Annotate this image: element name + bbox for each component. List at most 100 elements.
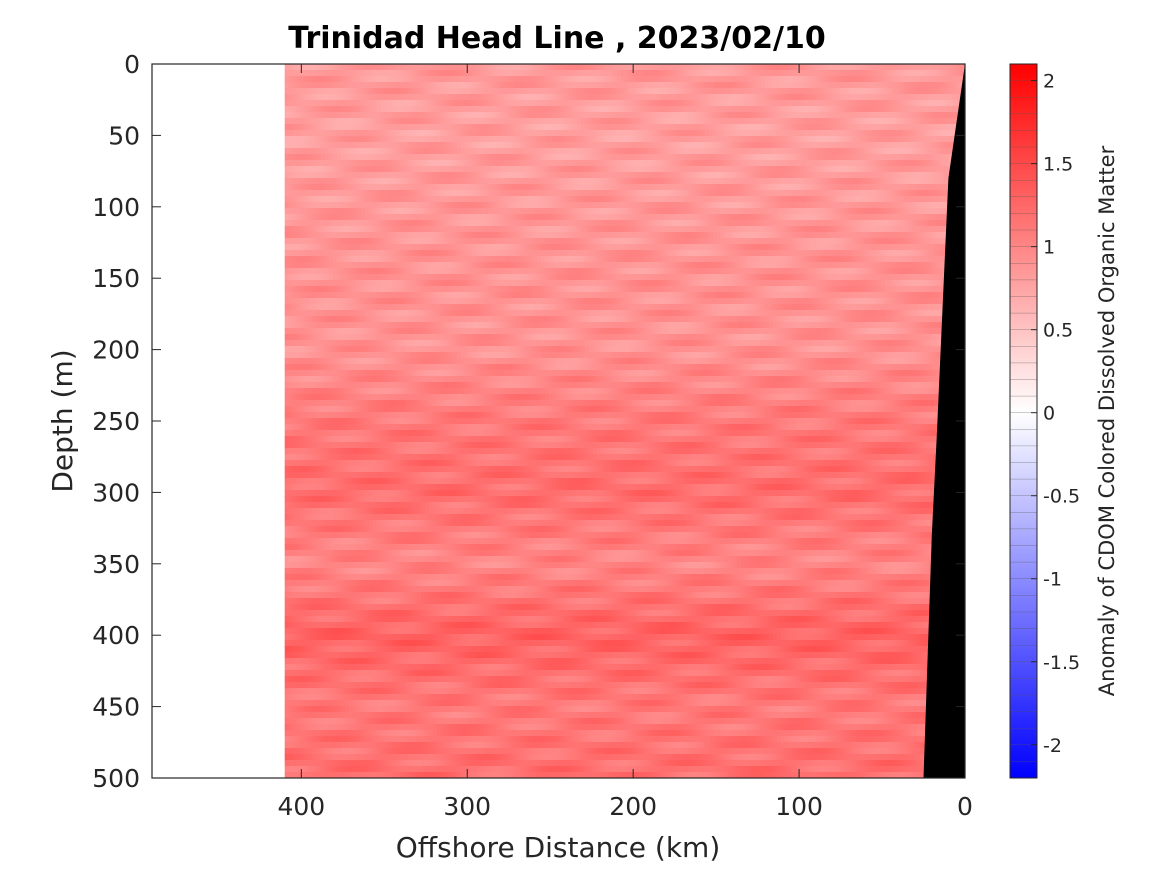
heatmap-cell	[797, 130, 802, 137]
heatmap-cell	[549, 94, 554, 101]
heatmap-cell	[289, 220, 294, 227]
heatmap-cell	[629, 118, 634, 125]
heatmap-cell	[629, 70, 634, 77]
heatmap-cell	[453, 148, 458, 155]
heatmap-cell	[653, 184, 658, 191]
heatmap-cell	[525, 148, 530, 155]
heatmap-cell	[341, 142, 346, 149]
heatmap-cell	[865, 196, 870, 203]
heatmap-cell	[841, 202, 846, 209]
heatmap-cell	[673, 178, 678, 185]
heatmap-cell	[649, 76, 654, 83]
heatmap-cell	[841, 124, 846, 131]
heatmap-cell	[513, 178, 518, 185]
heatmap-cell	[933, 82, 938, 89]
heatmap-cell	[357, 202, 362, 209]
heatmap-cell	[913, 70, 918, 77]
heatmap-cell	[561, 106, 566, 113]
heatmap-cell	[349, 238, 354, 245]
heatmap-cell	[781, 94, 786, 101]
heatmap-cell	[817, 148, 822, 155]
heatmap-cell	[893, 64, 898, 71]
heatmap-cell	[641, 106, 646, 113]
heatmap-cell	[737, 88, 742, 95]
heatmap-cell	[441, 160, 446, 167]
heatmap-cell	[305, 190, 310, 197]
heatmap-cell	[745, 82, 750, 89]
heatmap-cell	[657, 88, 662, 95]
heatmap-cell	[325, 76, 330, 83]
heatmap-cell	[697, 100, 702, 107]
heatmap-cell	[905, 76, 910, 83]
heatmap-cell	[769, 142, 774, 149]
heatmap-cell	[537, 142, 542, 149]
heatmap-cell	[849, 142, 854, 149]
heatmap-cell	[621, 190, 626, 197]
heatmap-cell	[585, 76, 590, 83]
heatmap-cell	[957, 70, 962, 77]
heatmap-cell	[709, 154, 714, 161]
heatmap-cell	[505, 232, 510, 239]
heatmap-cell	[557, 208, 562, 215]
heatmap-cell	[481, 88, 486, 95]
heatmap-cell	[473, 82, 478, 89]
heatmap-cell	[773, 166, 778, 173]
heatmap-cell	[777, 202, 782, 209]
heatmap-cell	[801, 214, 806, 221]
heatmap-cell	[553, 64, 558, 71]
heatmap-cell	[301, 184, 306, 191]
heatmap-cell	[649, 142, 654, 149]
heatmap-cell	[525, 226, 530, 233]
heatmap-cell	[905, 196, 910, 203]
heatmap-cell	[869, 178, 874, 185]
heatmap-cell	[461, 202, 466, 209]
heatmap-cell	[737, 172, 742, 179]
heatmap-cell	[669, 226, 674, 233]
heatmap-cell	[909, 184, 914, 191]
heatmap-cell	[685, 100, 690, 107]
heatmap-cell	[673, 154, 678, 161]
heatmap-cell	[417, 172, 422, 179]
heatmap-cell	[861, 154, 866, 161]
heatmap-cell	[517, 64, 522, 71]
heatmap-cell	[545, 118, 550, 125]
heatmap-cell	[489, 94, 494, 101]
heatmap-cell	[817, 106, 822, 113]
heatmap-cell	[785, 70, 790, 77]
heatmap-cell	[661, 196, 666, 203]
heatmap-cell	[513, 232, 518, 239]
heatmap-cell	[349, 226, 354, 233]
heatmap-cell	[861, 208, 866, 215]
heatmap-cell	[673, 190, 678, 197]
heatmap-cell	[525, 82, 530, 89]
heatmap-cell	[669, 124, 674, 131]
heatmap-cell	[477, 214, 482, 221]
heatmap-cell	[901, 166, 906, 173]
heatmap-cell	[477, 166, 482, 173]
heatmap-cell	[729, 178, 734, 185]
heatmap-cell	[449, 88, 454, 95]
heatmap-cell	[897, 106, 902, 113]
heatmap-cell	[841, 64, 846, 71]
heatmap-cell	[933, 190, 938, 197]
heatmap-cell	[501, 232, 506, 239]
heatmap-cell	[341, 238, 346, 245]
heatmap-cell	[845, 118, 850, 125]
heatmap-cell	[533, 232, 538, 239]
heatmap-cell	[369, 142, 374, 149]
heatmap-cell	[481, 124, 486, 131]
heatmap-cell	[357, 142, 362, 149]
heatmap-cell	[437, 82, 442, 89]
heatmap-cell	[645, 136, 650, 143]
heatmap-cell	[881, 154, 886, 161]
heatmap-cell	[641, 82, 646, 89]
heatmap-cell	[285, 196, 290, 203]
heatmap-cell	[781, 190, 786, 197]
heatmap-cell	[705, 190, 710, 197]
heatmap-cell	[757, 208, 762, 215]
heatmap-cell	[373, 202, 378, 209]
heatmap-cell	[493, 184, 498, 191]
heatmap-cell	[501, 106, 506, 113]
heatmap-cell	[741, 130, 746, 137]
heatmap-cell	[697, 76, 702, 83]
